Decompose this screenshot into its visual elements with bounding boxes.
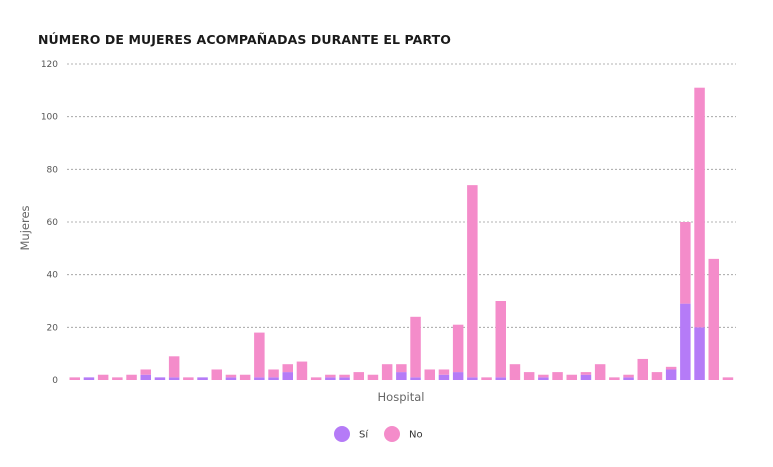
bar-no-17 <box>296 361 308 380</box>
bar-si-7 <box>154 377 166 380</box>
bar-si-14 <box>254 377 265 380</box>
legend-swatch-no <box>384 426 400 442</box>
bar-no-1 <box>69 377 80 380</box>
bar-no-21 <box>353 372 364 380</box>
bar-no-44 <box>680 222 691 304</box>
bar-no-46 <box>708 258 719 380</box>
bar-si-31 <box>495 377 506 380</box>
bar-no-15 <box>268 369 279 378</box>
bar-no-5 <box>126 374 137 380</box>
bar-no-45 <box>694 87 705 328</box>
bar-si-34 <box>538 377 549 380</box>
bar-si-10 <box>197 377 208 380</box>
y-axis-ticks: 0 20 40 60 80 100 120 <box>41 60 58 386</box>
bar-si-15 <box>268 377 279 380</box>
bar-no-22 <box>367 374 379 380</box>
bar-no-32 <box>509 364 521 380</box>
bar-no-41 <box>637 358 648 380</box>
grid-lines <box>67 63 736 328</box>
bar-si-8 <box>168 377 180 380</box>
bar-si-37 <box>580 374 592 380</box>
y-axis-title: Mujeres <box>18 205 32 250</box>
y-tick-label-80: 80 <box>47 165 59 175</box>
bar-no-28 <box>452 324 464 373</box>
bar-no-14 <box>254 332 265 378</box>
bar-no-19 <box>325 374 336 378</box>
bar-no-11 <box>211 369 222 380</box>
bar-si-43 <box>665 369 677 380</box>
bar-si-25 <box>410 377 421 380</box>
bar-no-47 <box>722 377 734 380</box>
bar-si-29 <box>467 377 478 380</box>
bar-no-16 <box>282 364 293 373</box>
bar-no-43 <box>665 366 677 370</box>
bar-si-45 <box>694 327 705 380</box>
chart-title: NÚMERO DE MUJERES ACOMPAÑADAS DURANTE EL… <box>38 32 451 47</box>
bar-no-38 <box>594 364 606 380</box>
bar-si-19 <box>325 377 336 380</box>
y-tick-label-20: 20 <box>47 323 59 333</box>
bar-no-24 <box>396 364 407 373</box>
bar-si-2 <box>83 377 95 380</box>
bar-no-36 <box>566 374 577 380</box>
bar-si-28 <box>452 372 464 380</box>
bar-si-16 <box>282 372 293 380</box>
bar-si-6 <box>140 374 151 380</box>
y-tick-label-60: 60 <box>47 218 59 228</box>
bar-no-8 <box>168 356 180 378</box>
bar-no-4 <box>112 377 123 380</box>
bar-no-25 <box>410 316 421 378</box>
bar-no-3 <box>97 374 109 380</box>
bar-no-18 <box>310 377 322 380</box>
legend: Sí No <box>334 426 423 442</box>
bar-si-24 <box>396 372 407 380</box>
bar-no-26 <box>424 369 435 380</box>
bar-no-12 <box>225 374 237 378</box>
bar-si-27 <box>438 374 450 380</box>
y-tick-label-40: 40 <box>47 271 59 281</box>
bar-no-37 <box>580 372 592 375</box>
bar-no-6 <box>140 369 151 375</box>
bar-no-40 <box>623 374 634 378</box>
bar-no-27 <box>438 369 450 375</box>
bar-no-35 <box>552 372 563 380</box>
y-tick-label-120: 120 <box>41 60 58 70</box>
bar-no-30 <box>481 377 492 380</box>
bar-no-29 <box>467 185 478 378</box>
y-tick-label-0: 0 <box>52 376 58 386</box>
bar-no-23 <box>381 364 393 380</box>
bar-no-39 <box>609 377 620 380</box>
x-axis-title: Hospital <box>378 390 425 404</box>
bar-no-31 <box>495 301 506 378</box>
legend-label-no: No <box>409 430 423 441</box>
bar-si-20 <box>339 377 350 380</box>
bar-si-12 <box>225 377 237 380</box>
legend-swatch-si <box>334 426 350 442</box>
bar-si-44 <box>680 303 691 380</box>
bar-no-13 <box>239 374 251 380</box>
bar-no-33 <box>523 372 535 380</box>
bar-si-40 <box>623 377 634 380</box>
bars <box>69 87 734 380</box>
bar-no-42 <box>651 372 663 380</box>
legend-label-si: Sí <box>359 429 369 441</box>
bar-no-34 <box>538 374 549 378</box>
bar-no-20 <box>339 374 350 378</box>
bar-no-9 <box>183 377 194 380</box>
y-tick-label-100: 100 <box>41 113 58 123</box>
